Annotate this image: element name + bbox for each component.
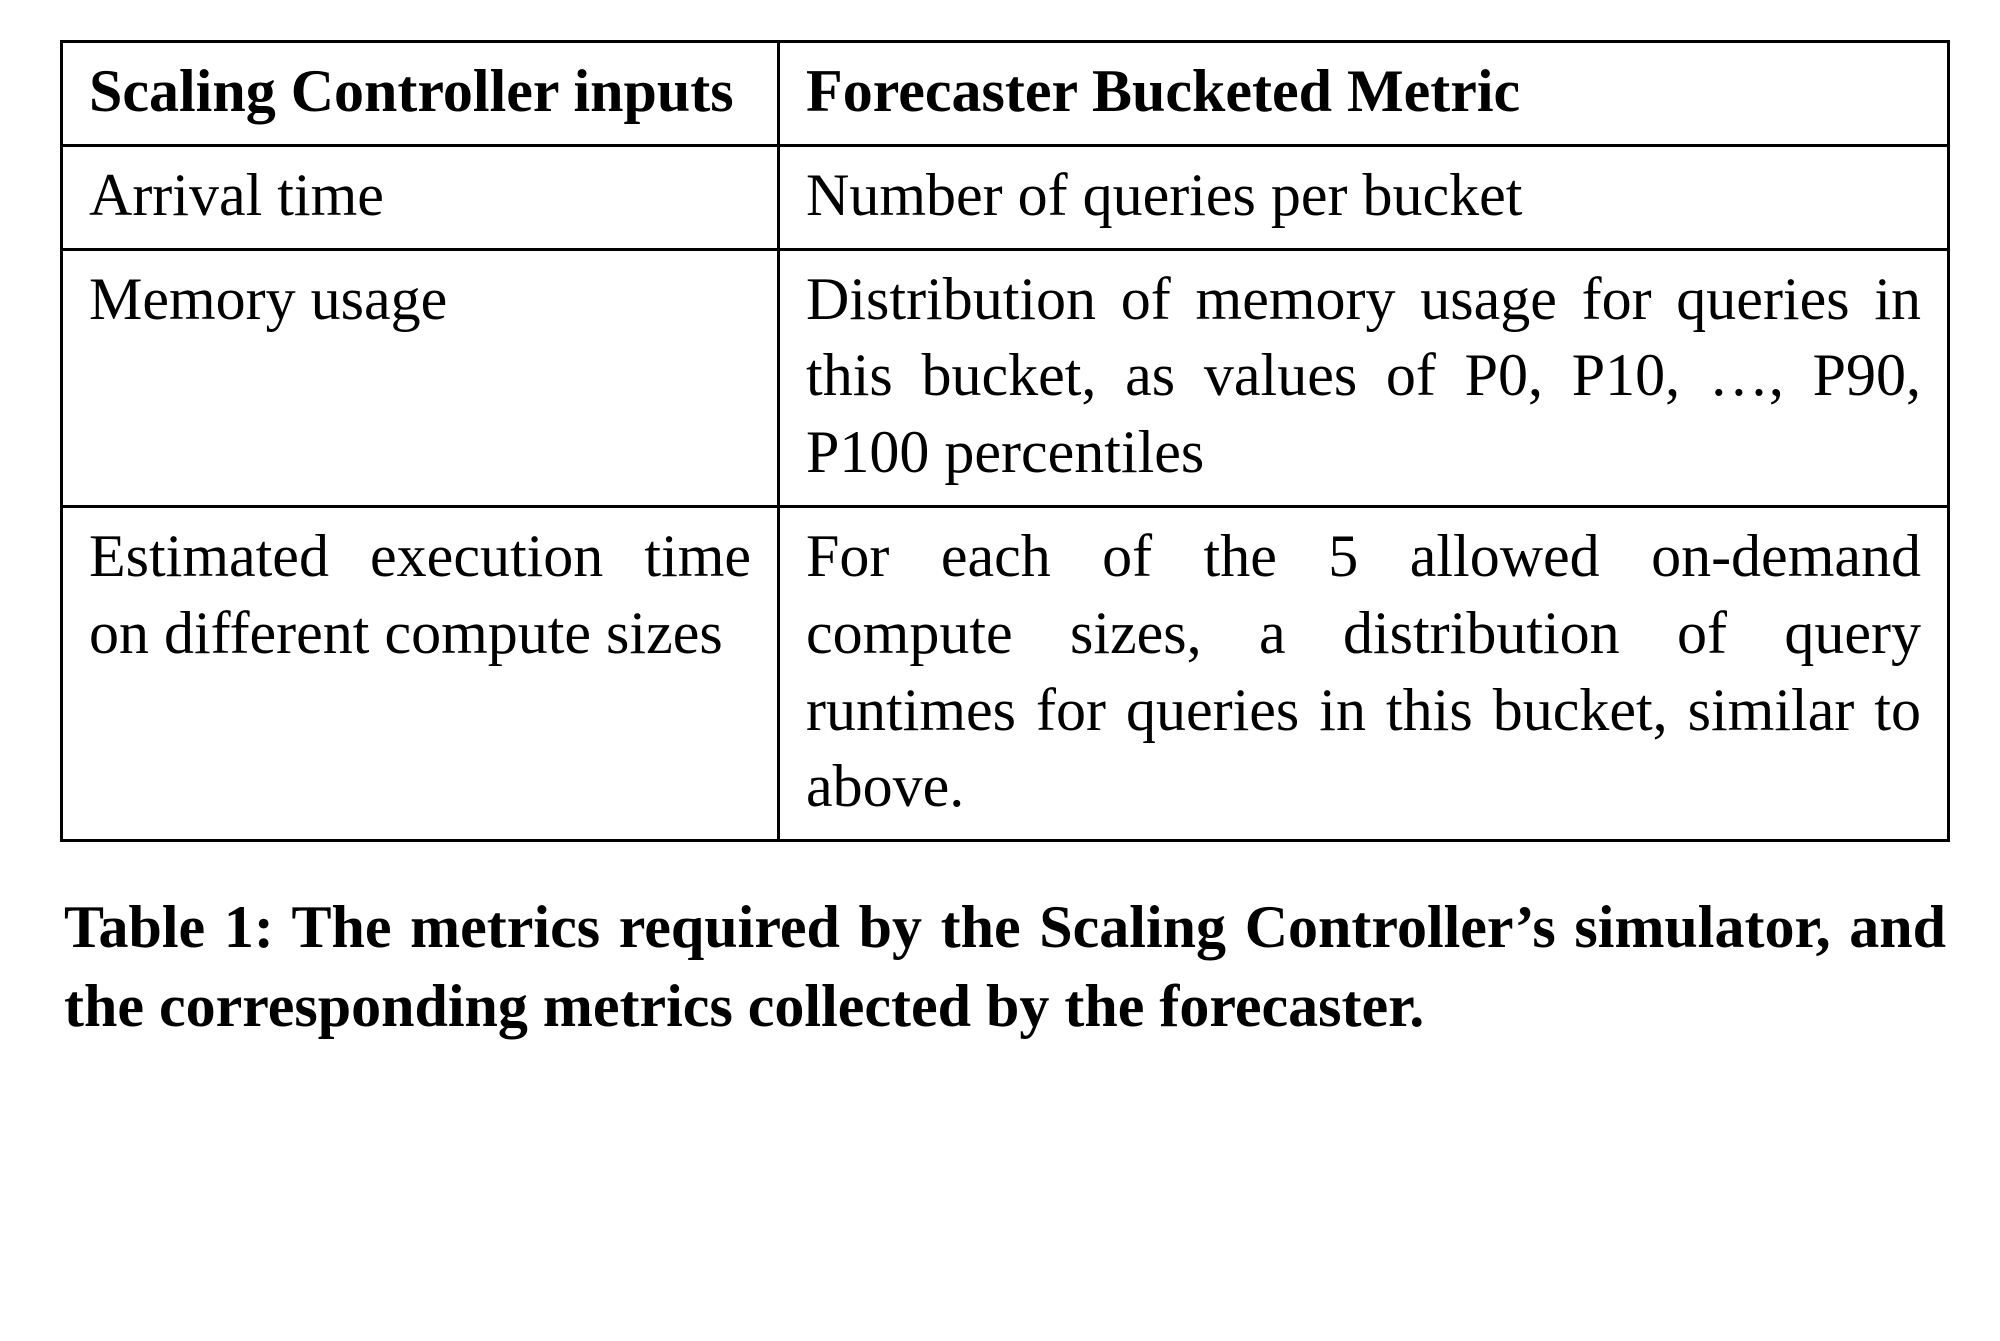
cell-forecaster-metric: For each of the 5 allowed on-demand comp… — [779, 506, 1949, 840]
col-header-scaling-inputs: Scaling Controller inputs — [62, 42, 779, 146]
table-row: Estimated execution time on different co… — [62, 506, 1949, 840]
cell-forecaster-metric: Distribution of memory usage for queries… — [779, 249, 1949, 506]
cell-forecaster-metric: Number of queries per bucket — [779, 145, 1949, 249]
cell-scaling-input: Memory usage — [62, 249, 779, 506]
cell-scaling-input: Arrival time — [62, 145, 779, 249]
cell-scaling-input: Estimated execution time on different co… — [62, 506, 779, 840]
metrics-table: Scaling Controller inputs Forecaster Buc… — [60, 40, 1950, 842]
page: Scaling Controller inputs Forecaster Buc… — [0, 0, 2000, 1087]
col-header-forecaster-metric: Forecaster Bucketed Metric — [779, 42, 1949, 146]
table-caption: Table 1: The metrics required by the Sca… — [60, 888, 1950, 1046]
table-header-row: Scaling Controller inputs Forecaster Buc… — [62, 42, 1949, 146]
table-row: Memory usage Distribution of memory usag… — [62, 249, 1949, 506]
table-row: Arrival time Number of queries per bucke… — [62, 145, 1949, 249]
